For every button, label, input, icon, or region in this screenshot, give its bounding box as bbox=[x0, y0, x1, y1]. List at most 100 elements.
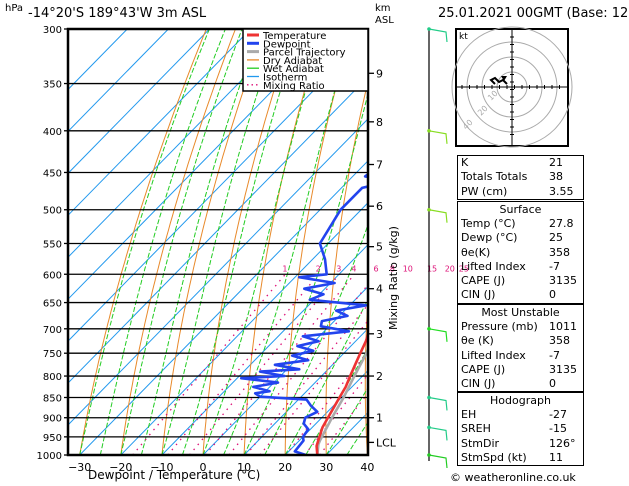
mixing-ratio-label: 3 bbox=[336, 264, 341, 273]
isotherm-line bbox=[68, 29, 169, 133]
index-label: Totals Totals bbox=[461, 170, 528, 184]
pressure-tick-label: 700 bbox=[43, 325, 62, 336]
mu-row: Pressure (mb) 1011 bbox=[458, 320, 583, 334]
surface-row: Temp (°C) 27.8 bbox=[458, 217, 583, 231]
height-unit: km ASL bbox=[375, 3, 394, 27]
surface-label: Lifted Index bbox=[461, 259, 526, 273]
index-value: 38 bbox=[549, 170, 563, 184]
hodo-value: 126° bbox=[549, 436, 576, 450]
temperature-axis: −30 −20 −10 0 10 20 30 40 bbox=[68, 461, 374, 474]
legend-label: Dry Adiabat bbox=[263, 56, 322, 67]
height-tick-label: 2 bbox=[376, 370, 383, 383]
wet-adiabat-line bbox=[202, 29, 325, 455]
wind-barbs bbox=[427, 27, 448, 469]
isotherm-line bbox=[161, 243, 368, 455]
copyright[interactable]: © weatheronline.co.uk bbox=[450, 471, 576, 484]
mu-value: -7 bbox=[549, 348, 560, 362]
surface-row: Lifted Index -7 bbox=[458, 260, 583, 274]
surface-label: θe(K) bbox=[461, 245, 491, 259]
isotherm-line bbox=[68, 29, 251, 217]
index-label: K bbox=[461, 156, 469, 169]
dewpoint-line bbox=[239, 172, 368, 455]
legend-label: Temperature bbox=[262, 31, 326, 42]
temperature-tick-label: 40 bbox=[360, 461, 374, 474]
dry-adiabat-line bbox=[403, 29, 439, 455]
mu-label: Lifted Index bbox=[461, 348, 526, 362]
pressure-tick-label: 300 bbox=[43, 25, 62, 36]
mu-row: CIN (J) 0 bbox=[458, 377, 583, 391]
surface-label: CIN (J) bbox=[461, 288, 496, 302]
index-value: 21 bbox=[549, 156, 563, 169]
isotherm-line bbox=[120, 202, 368, 455]
height-tick-label: 6 bbox=[376, 200, 383, 213]
most-unstable-panel: Most Unstable Pressure (mb) 1011 θe (K) 35… bbox=[457, 304, 584, 393]
isotherm-line bbox=[284, 369, 368, 455]
profiles bbox=[239, 172, 368, 455]
pressure-tick-label: 500 bbox=[43, 206, 62, 217]
pressure-tick-label: 900 bbox=[43, 414, 62, 425]
pressure-axis: 300 350 400 450 500 550 600 650 700 750 800 850 900 9… bbox=[37, 25, 68, 462]
wet-adiabat-line bbox=[79, 29, 210, 455]
parcel-trajectory-line bbox=[316, 345, 368, 455]
isotherm-line bbox=[68, 118, 368, 426]
height-unit-km: km bbox=[375, 3, 391, 14]
hodo-row: StmSpd (kt) 11 bbox=[458, 451, 583, 465]
wind-barb bbox=[428, 209, 448, 223]
hodograph-panel: Hodograph EH -27 SREH -15 StmDir 126° StmSp… bbox=[457, 392, 584, 467]
wet-adiabat-line bbox=[325, 386, 368, 455]
wet-adiabat-line bbox=[140, 29, 261, 455]
legend-label: Mixing Ratio bbox=[263, 81, 325, 92]
surface-row: θe(K) 358 bbox=[458, 246, 583, 260]
wind-barb bbox=[428, 328, 448, 342]
hodo-label: EH bbox=[461, 408, 477, 421]
pressure-tick-label: 650 bbox=[43, 299, 62, 310]
mixing-ratio-label: 20 bbox=[445, 264, 455, 273]
temperature-tick-label: 0 bbox=[200, 461, 207, 474]
mu-label: CAPE (J) bbox=[461, 362, 506, 376]
hodograph-ring bbox=[451, 26, 573, 148]
surface-value: -7 bbox=[549, 259, 560, 273]
legend-box bbox=[242, 28, 369, 92]
temperature-tick-label: −30 bbox=[68, 461, 91, 474]
temperature-tick-label: −20 bbox=[109, 461, 132, 474]
pressure-tick-label: 600 bbox=[43, 270, 62, 281]
isotherm-line bbox=[79, 160, 368, 455]
isotherm-line bbox=[243, 327, 368, 455]
mu-label: CIN (J) bbox=[461, 377, 496, 391]
mixing-ratio-label: 1 bbox=[282, 264, 287, 273]
surface-row: CAPE (J) 3135 bbox=[458, 274, 583, 288]
pressure-tick-label: 550 bbox=[43, 239, 62, 250]
hodo-value: -15 bbox=[549, 422, 567, 436]
dry-adiabat-line bbox=[610, 29, 629, 455]
surface-panel: Surface Temp (°C) 27.8 Dewp (°C) 25 θe(K) 3… bbox=[457, 201, 584, 304]
mu-label: θe (K) bbox=[461, 334, 494, 348]
isotherm-line bbox=[68, 29, 210, 175]
hodo-value: -27 bbox=[549, 408, 567, 421]
height-tick-label: 9 bbox=[376, 67, 383, 80]
mixing-ratio-label: 15 bbox=[427, 264, 437, 273]
index-row: Totals Totals 38 bbox=[458, 170, 583, 184]
mixing-ratio-axis-label: Mixing Ratio (g/kg) bbox=[387, 226, 400, 330]
surface-value: 358 bbox=[549, 245, 570, 259]
hodograph-title: Hodograph bbox=[490, 394, 551, 407]
wind-barb bbox=[428, 130, 448, 144]
index-label: PW (cm) bbox=[461, 184, 508, 198]
height-axis: 9 8 7 6 5 4 3 2 1 LCL bbox=[368, 67, 397, 449]
height-tick-label: 8 bbox=[376, 116, 383, 129]
height-tick-label: 4 bbox=[376, 283, 383, 296]
mixing-ratio-label: 6 bbox=[374, 264, 379, 273]
mixing-ratio-label: 25 bbox=[459, 264, 469, 273]
mu-value: 358 bbox=[549, 334, 570, 348]
surface-value: 3135 bbox=[549, 274, 577, 288]
pressure-tick-label: 400 bbox=[43, 127, 62, 138]
index-row: PW (cm) 3.55 bbox=[458, 185, 583, 199]
wind-barb bbox=[428, 454, 448, 469]
mu-label: Pressure (mb) bbox=[461, 320, 538, 333]
surface-row: CIN (J) 0 bbox=[458, 288, 583, 302]
hodo-row: EH -27 bbox=[458, 408, 583, 422]
plot-frame bbox=[66, 27, 370, 457]
pressure-tick-label: 950 bbox=[43, 433, 62, 444]
mu-value: 0 bbox=[549, 377, 556, 391]
